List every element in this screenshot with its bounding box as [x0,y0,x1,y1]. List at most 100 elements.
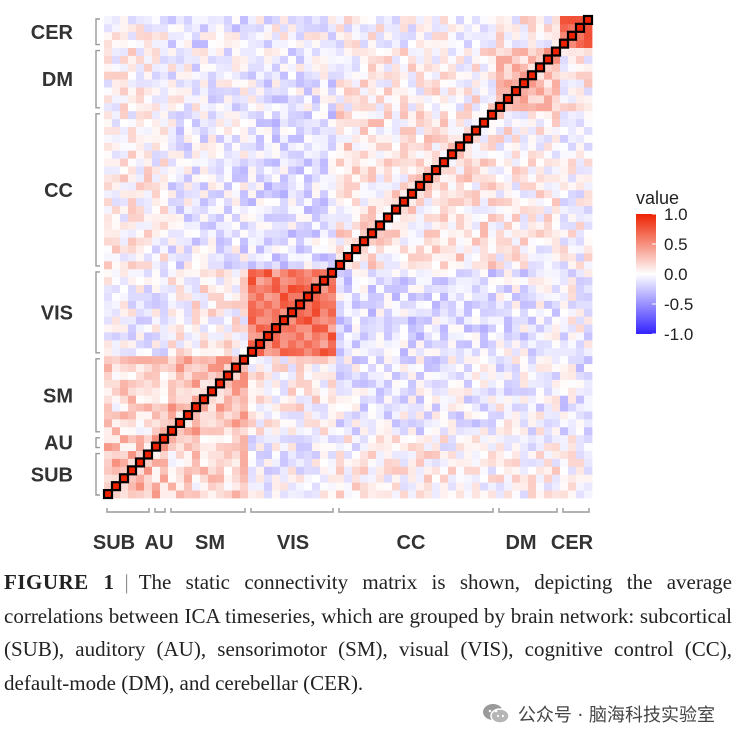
matrix-cell [328,189,337,199]
matrix-cell [528,158,537,167]
matrix-cell [440,118,449,128]
matrix-cell [128,450,137,459]
matrix-cell [240,31,249,41]
matrix-cell [312,490,321,499]
matrix-cell [584,490,593,499]
matrix-cell [144,395,153,404]
matrix-cell [240,347,249,357]
matrix-cell [112,466,121,475]
matrix-cell [136,47,145,56]
matrix-cell [576,166,585,175]
matrix-cell [464,158,473,167]
matrix-cell [312,292,321,301]
matrix-cell [328,442,337,451]
matrix-cell [264,466,273,475]
matrix-cell [432,95,441,104]
matrix-cell [128,442,137,451]
matrix-cell [104,403,113,412]
matrix-cell [168,205,177,214]
matrix-cell [560,466,569,475]
matrix-cell [392,466,401,475]
matrix-cell [176,95,185,104]
matrix-cell [232,63,241,72]
matrix-cell [152,395,161,404]
matrix-cell [488,434,497,444]
matrix-cell [512,442,521,451]
matrix-cell [136,166,145,175]
matrix-cell [408,411,417,420]
matrix-cell [464,39,473,48]
diagonal-cell [230,362,242,373]
matrix-cell [152,300,161,309]
matrix-cell [144,181,153,191]
matrix-cell [232,292,241,301]
matrix-cell [160,221,169,230]
matrix-cell [376,482,385,491]
matrix-cell [200,158,209,167]
matrix-cell [504,79,513,88]
matrix-cell [232,23,241,33]
matrix-cell [152,355,161,365]
matrix-cell [488,16,497,25]
matrix-cell [248,79,257,88]
matrix-cell [416,102,425,112]
matrix-cell [216,23,225,33]
matrix-cell [176,371,185,380]
matrix-cell [560,134,569,143]
matrix-cell [112,221,121,230]
matrix-cell [512,150,521,159]
matrix-cell [416,23,425,33]
matrix-cell [520,418,529,428]
matrix-cell [472,189,481,199]
matrix-cell [384,347,393,357]
matrix-cell [264,395,273,404]
matrix-cell [264,87,273,96]
matrix-cell [440,126,449,135]
matrix-cell [248,284,257,293]
matrix-cell [264,268,273,278]
matrix-cell [376,403,385,412]
matrix-cell [520,87,529,96]
matrix-cell [264,482,273,491]
matrix-cell [400,166,409,175]
matrix-cell [160,363,169,372]
matrix-cell [512,71,521,80]
matrix-cell [112,458,121,467]
matrix-cell [104,466,113,475]
matrix-cell [408,458,417,467]
matrix-cell [512,260,521,270]
matrix-cell [488,332,497,341]
matrix-cell [128,268,137,278]
matrix-cell [232,442,241,451]
matrix-cell [472,166,481,175]
matrix-cell [424,490,433,499]
matrix-cell [408,316,417,325]
matrix-cell [456,379,465,388]
matrix-cell [112,308,121,317]
matrix-cell [280,490,289,499]
matrix-cell [144,347,153,357]
matrix-cell [576,379,585,388]
matrix-cell [280,442,289,451]
matrix-cell [488,197,497,207]
matrix-cell [416,260,425,270]
matrix-cell [328,118,337,128]
matrix-cell [432,221,441,230]
matrix-cell [264,189,273,199]
matrix-cell [384,308,393,317]
matrix-cell [576,229,585,238]
matrix-cell [464,411,473,420]
matrix-cell [464,253,473,262]
matrix-cell [432,403,441,412]
matrix-cell [504,300,513,309]
matrix-cell [440,229,449,238]
matrix-cell [400,63,409,72]
matrix-cell [216,411,225,420]
matrix-cell [440,260,449,270]
matrix-cell [136,300,145,309]
matrix-cell [352,260,361,270]
matrix-cell [360,379,369,388]
matrix-cell [104,324,113,333]
diagonal-cell [438,157,450,168]
matrix-cell [528,363,537,372]
